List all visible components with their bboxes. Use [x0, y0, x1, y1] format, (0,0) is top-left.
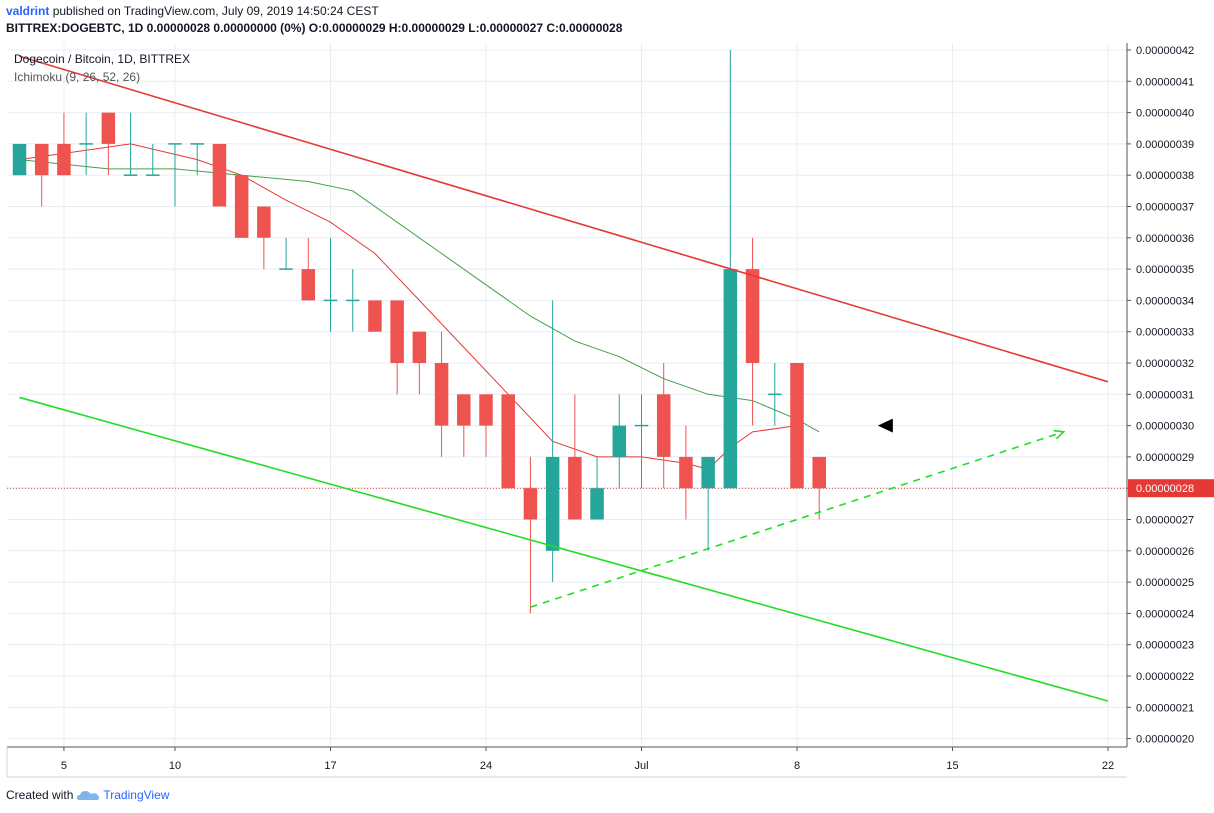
y-tick-label: 0.00000024 — [1136, 608, 1194, 620]
candle-body[interactable] — [790, 363, 804, 489]
footer: Created with TradingView — [6, 788, 169, 802]
candle-body[interactable] — [257, 206, 271, 238]
y-tick-label: 0.00000026 — [1136, 546, 1194, 558]
y-tick-label: 0.00000027 — [1136, 515, 1194, 527]
x-tick-label: 22 — [1102, 760, 1114, 772]
plot-area — [7, 50, 1127, 702]
y-tick-label: 0.00000031 — [1136, 389, 1194, 401]
candle-body[interactable] — [368, 300, 382, 332]
quote-line: BITTREX:DOGEBTC, 1D 0.00000028 0.0000000… — [6, 21, 623, 35]
y-tick-label: 0.00000021 — [1136, 702, 1194, 714]
published-text: published on TradingView.com, July 09, 2… — [52, 4, 379, 18]
y-tick-label: 0.00000029 — [1136, 452, 1194, 464]
candle-body[interactable] — [745, 269, 760, 363]
y-tick-label: 0.00000030 — [1136, 421, 1194, 433]
y-tick-label: 0.00000033 — [1136, 327, 1194, 339]
y-tick-label: 0.00000041 — [1136, 76, 1194, 88]
y-tick-label: 0.00000020 — [1136, 734, 1194, 746]
candle-body[interactable] — [479, 394, 493, 426]
candle-body[interactable] — [212, 143, 227, 207]
y-tick-label: 0.00000037 — [1136, 202, 1194, 214]
trendline-rising-support[interactable] — [530, 431, 1064, 608]
candle-body[interactable] — [723, 269, 738, 489]
candle-body[interactable] — [34, 143, 49, 176]
trendline-descending-support[interactable] — [19, 396, 1109, 702]
y-tick-label: 0.00000023 — [1136, 640, 1194, 652]
x-tick-label: 8 — [794, 760, 800, 772]
candle-body[interactable] — [545, 456, 560, 551]
y-tick-label: 0.00000034 — [1136, 295, 1194, 307]
x-tick-label: 10 — [169, 760, 181, 772]
tradingview-brand[interactable]: TradingView — [103, 788, 170, 802]
candle-body[interactable] — [234, 175, 249, 238]
last-price-label: 0.00000028 — [1136, 483, 1194, 495]
chart-title: Dogecoin / Bitcoin, 1D, BITTREX — [14, 52, 191, 66]
candle-body[interactable] — [523, 488, 538, 520]
x-tick-label: 24 — [480, 760, 492, 772]
candle-body[interactable] — [568, 456, 582, 520]
candle-body[interactable] — [612, 425, 627, 457]
tradingview-cloud-icon — [77, 791, 100, 800]
candle-body[interactable] — [12, 143, 27, 176]
y-tick-label: 0.00000036 — [1136, 233, 1194, 245]
candle-body[interactable] — [812, 456, 826, 489]
candle-body[interactable] — [590, 488, 604, 520]
ichimoku-conversion-line — [19, 143, 798, 470]
created-with-label: Created with — [6, 788, 74, 802]
x-tick-label: 15 — [946, 760, 958, 772]
candle-body[interactable] — [679, 456, 693, 489]
publish-info: valdrint published on TradingView.com, J… — [6, 4, 379, 18]
y-tick-label: 0.00000042 — [1136, 45, 1194, 57]
y-tick-label: 0.00000022 — [1136, 671, 1194, 683]
candle-body[interactable] — [301, 269, 316, 301]
candle-body[interactable] — [656, 394, 671, 457]
last-price-badge — [1128, 479, 1214, 498]
y-tick-label: 0.00000039 — [1136, 139, 1194, 151]
candle-body[interactable] — [101, 112, 116, 144]
y-tick-label: 0.00000025 — [1136, 577, 1194, 589]
candle-body[interactable] — [457, 394, 471, 426]
x-tick-label: 17 — [324, 760, 336, 772]
indicator-label: Ichimoku (9, 26, 52, 26) — [14, 70, 141, 84]
candle-body[interactable] — [412, 331, 427, 363]
y-tick-label: 0.00000038 — [1136, 170, 1194, 182]
trendline-arrowhead — [1053, 429, 1066, 440]
candle-body[interactable] — [57, 143, 71, 176]
x-tick-label: Jul — [634, 760, 648, 772]
trendline-descending-resistance[interactable] — [19, 55, 1109, 383]
candle-body[interactable] — [390, 300, 404, 363]
x-tick-label: 5 — [61, 760, 67, 772]
marker-triangle-icon[interactable] — [877, 418, 893, 433]
y-tick-label: 0.00000035 — [1136, 264, 1194, 276]
candle-body[interactable] — [501, 394, 515, 489]
candle-body[interactable] — [434, 363, 449, 426]
author-name[interactable]: valdrint — [6, 4, 50, 18]
candle-body[interactable] — [701, 456, 715, 489]
y-tick-label: 0.00000040 — [1136, 108, 1194, 120]
y-tick-label: 0.00000032 — [1136, 358, 1194, 370]
